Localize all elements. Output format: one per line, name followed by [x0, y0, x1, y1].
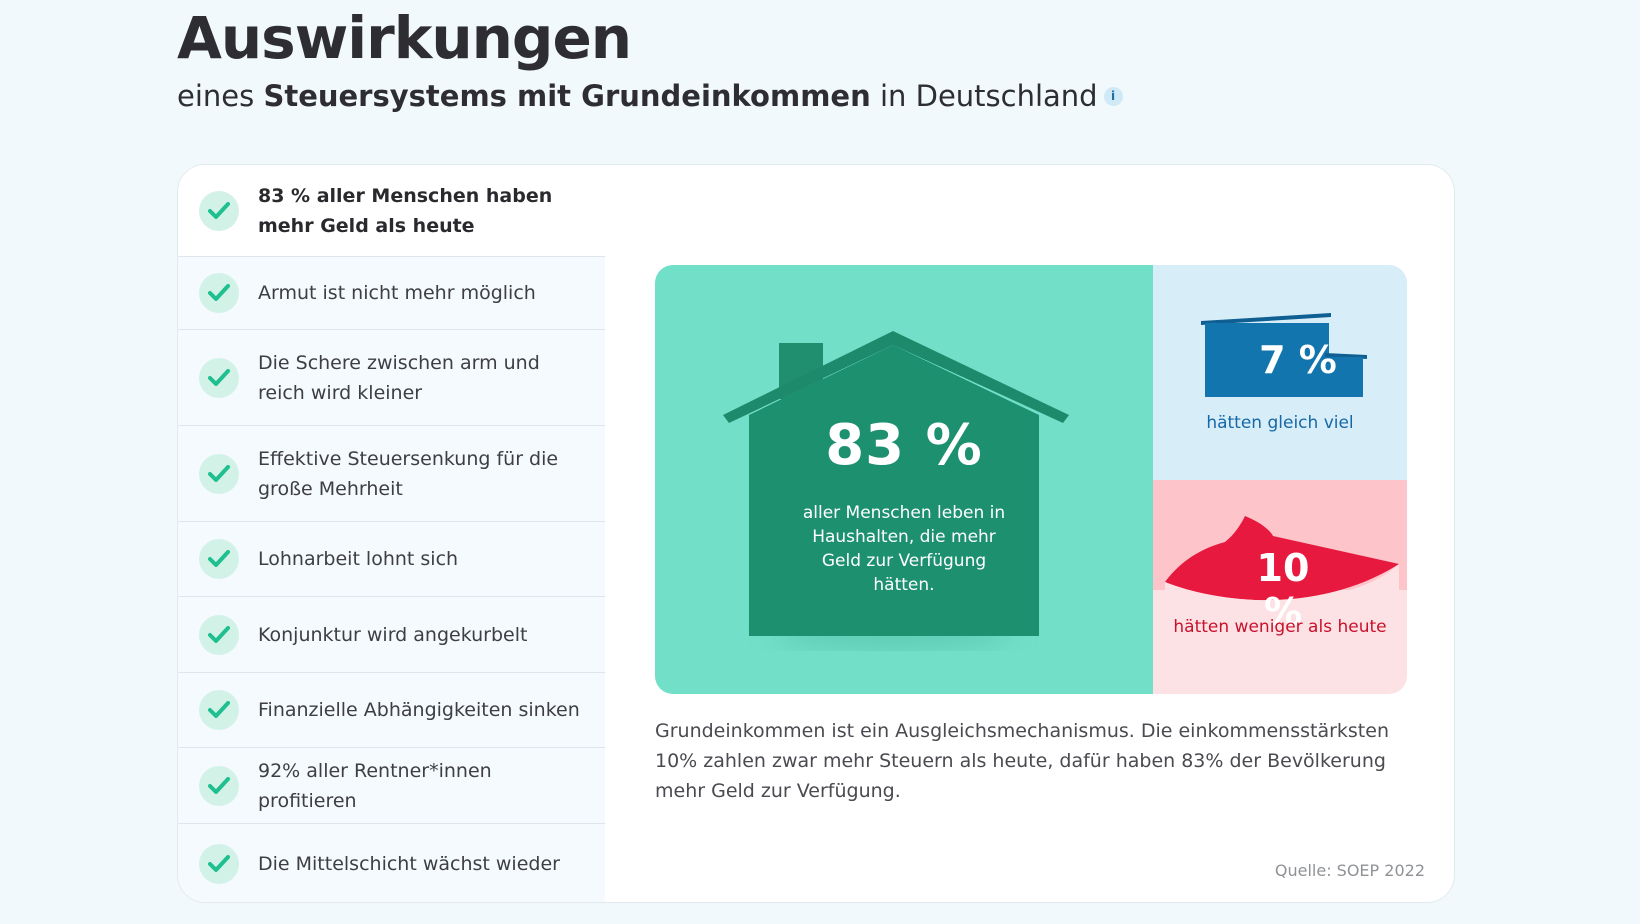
more-caption: aller Menschen leben in Haushalten, die …	[802, 503, 1006, 595]
check-icon	[199, 765, 239, 806]
benefit-item: Armut ist nicht mehr möglich	[178, 257, 605, 330]
benefit-label: Die Mittelschicht wächst wieder	[258, 853, 560, 875]
house-icon	[723, 331, 1069, 649]
benefit-label: 83 % aller Menschen haben mehr Geld als …	[258, 184, 553, 237]
benefit-item: 83 % aller Menschen haben mehr Geld als …	[178, 165, 605, 257]
subtitle-suffix: in Deutschland	[870, 79, 1098, 113]
benefit-label: 92% aller Rentner*innen profitieren	[258, 759, 492, 812]
flat-house-icon	[1201, 313, 1367, 397]
less-caption: hätten weniger als heute	[1173, 617, 1387, 637]
benefit-label: Die Schere zwischen arm und reich wird k…	[258, 351, 540, 404]
check-icon	[199, 190, 239, 231]
check-icon	[199, 273, 239, 313]
benefit-item: Konjunktur wird angekurbelt	[178, 597, 605, 673]
check-icon	[199, 690, 239, 730]
page-title: Auswirkungen	[177, 4, 632, 72]
subtitle-prefix: eines	[177, 79, 264, 113]
more-money-panel: 83 % aller Menschen leben in Haushalten,…	[655, 265, 1153, 694]
check-icon	[199, 539, 239, 579]
benefit-item: Die Mittelschicht wächst wieder	[178, 824, 605, 902]
benefit-label: Finanzielle Abhängigkeiten sinken	[258, 699, 580, 721]
benefit-item: Die Schere zwischen arm und reich wird k…	[178, 330, 605, 426]
distribution-graphic: 83 % aller Menschen leben in Haushalten,…	[655, 265, 1407, 694]
benefit-item: Effektive Steuersenkung für die große Me…	[178, 426, 605, 522]
same-caption: hätten gleich viel	[1206, 413, 1354, 433]
page-subtitle: eines Steuersystems mit Grundeinkommen i…	[177, 74, 1123, 118]
benefit-item: Finanzielle Abhängigkeiten sinken	[178, 673, 605, 748]
subtitle-highlight: Steuersystems mit Grundeinkommen	[263, 79, 871, 113]
impact-card: 83 % aller Menschen haben mehr Geld als …	[177, 164, 1455, 903]
benefit-label: Armut ist nicht mehr möglich	[258, 282, 536, 304]
check-icon	[199, 453, 239, 494]
sunken-house-icon	[1165, 516, 1399, 606]
less-percentage: 10 %	[1256, 546, 1310, 634]
same-money-panel: 7 % hätten gleich viel	[1153, 265, 1407, 480]
check-icon	[199, 614, 239, 655]
more-percentage: 83 %	[825, 413, 983, 478]
check-icon	[199, 844, 239, 884]
benefit-label: Effektive Steuersenkung für die große Me…	[258, 447, 559, 500]
less-money-panel: 10 % hätten weniger als heute	[1153, 480, 1407, 694]
benefit-item: 92% aller Rentner*innen profitieren	[178, 748, 605, 824]
same-percentage: 7 %	[1259, 338, 1337, 382]
benefit-label: Konjunktur wird angekurbelt	[258, 623, 528, 646]
source-note: Quelle: SOEP 2022	[1274, 861, 1425, 880]
benefit-item: Lohnarbeit lohnt sich	[178, 522, 605, 597]
benefit-label: Lohnarbeit lohnt sich	[258, 548, 459, 570]
info-icon[interactable]: i	[1103, 86, 1123, 106]
explanation-text: Grundeinkommen ist ein Ausgleichsmechani…	[655, 720, 1389, 802]
check-icon	[199, 357, 239, 398]
benefits-list: 83 % aller Menschen haben mehr Geld als …	[178, 165, 605, 902]
